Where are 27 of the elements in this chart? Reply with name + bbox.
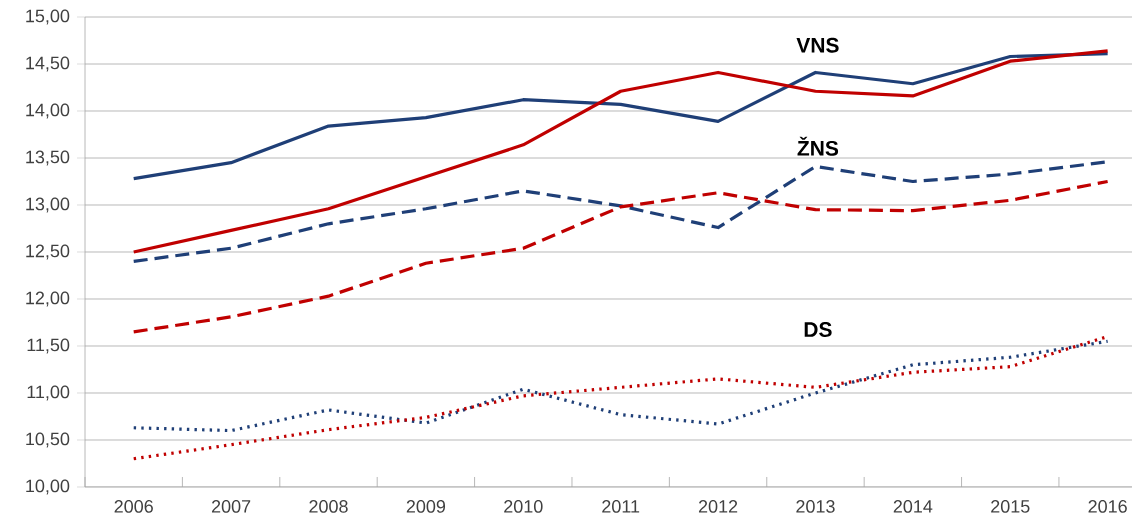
x-tick-label: 2007: [211, 500, 251, 513]
y-tick-label: 10,00: [26, 479, 70, 495]
annotation: ŽNS: [797, 136, 839, 156]
line-series: [132, 52, 1110, 181]
x-tick-label: 2014: [893, 500, 933, 513]
x-tick-label: 2009: [406, 500, 446, 513]
y-tick-label: 10,50: [26, 432, 70, 448]
y-tick-label: 13,50: [26, 150, 70, 166]
y-tick-label: 14,50: [26, 56, 70, 72]
x-tick-label: 2015: [991, 500, 1030, 513]
y-tick-label: 13,00: [26, 197, 70, 213]
annotation: DS: [804, 322, 832, 337]
y-tick-label: 11,00: [27, 385, 70, 401]
y-tick-label: 11,50: [27, 338, 70, 354]
y-tick-label: 14,00: [26, 103, 70, 119]
line-series: [132, 339, 1110, 433]
x-tick-label: 2011: [602, 500, 640, 513]
x-tick-label: 2012: [698, 500, 738, 513]
x-tick-label: 2008: [309, 500, 348, 513]
y-tick-label: 15,00: [26, 9, 70, 25]
x-tick-label: 2013: [796, 500, 835, 513]
x-tick-label: 2006: [114, 500, 153, 513]
y-tick-label: 12,50: [26, 244, 70, 260]
x-tick-label: 2016: [1088, 500, 1127, 513]
y-tick-label: 12,00: [26, 291, 70, 307]
annotation: VNS: [796, 37, 839, 53]
x-tick-label: 2010: [504, 500, 543, 513]
